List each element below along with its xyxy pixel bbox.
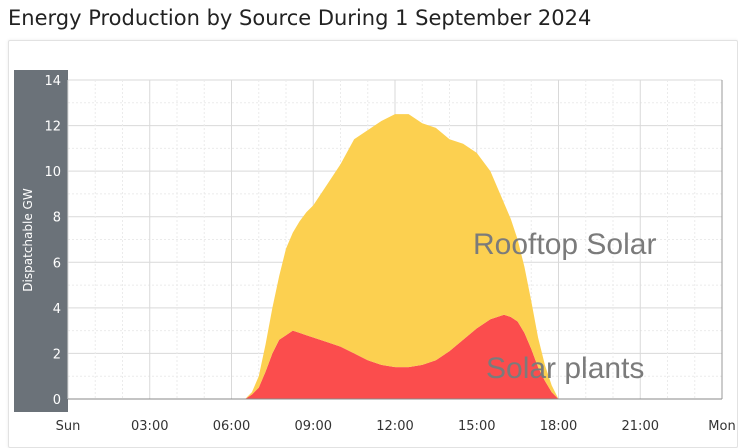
x-tick-label: Mon — [708, 419, 735, 434]
x-tick-label: 09:00 — [295, 419, 332, 434]
x-tick-label: Sun — [56, 419, 81, 434]
x-tick-label: 06:00 — [213, 419, 250, 434]
y-tick-label: 0 — [53, 393, 61, 408]
x-tick-label: 18:00 — [540, 419, 577, 434]
y-ticks: 0 2 4 6 8 10 12 14 — [44, 74, 61, 408]
series-label-rooftop-solar: Rooftop Solar — [473, 228, 656, 261]
y-tick-label: 10 — [44, 165, 61, 180]
area-solar-plants — [245, 314, 559, 399]
axes — [68, 80, 723, 400]
x-tick-label: 15:00 — [458, 419, 495, 434]
x-tick-label: 12:00 — [376, 419, 413, 434]
area-rooftop-solar — [245, 114, 559, 399]
y-tick-label: 12 — [44, 120, 61, 135]
series-areas — [245, 114, 559, 399]
y-axis-band — [14, 70, 68, 412]
y-tick-label: 4 — [53, 302, 61, 317]
page-title: Energy Production by Source During 1 Sep… — [8, 6, 592, 30]
y-tick-label: 6 — [53, 256, 61, 271]
x-tick-label: 03:00 — [131, 419, 168, 434]
y-axis-label: Dispatchable GW — [21, 188, 35, 292]
y-tick-label: 2 — [53, 347, 61, 362]
y-tick-label: 8 — [53, 211, 61, 226]
y-tick-label: 14 — [44, 74, 61, 89]
x-tick-label: 21:00 — [622, 419, 659, 434]
x-ticks: Sun 03:00 06:00 09:00 12:00 15:00 18:00 21:00 Mo… — [56, 419, 736, 434]
series-label-solar-plants: Solar plants — [486, 352, 644, 385]
